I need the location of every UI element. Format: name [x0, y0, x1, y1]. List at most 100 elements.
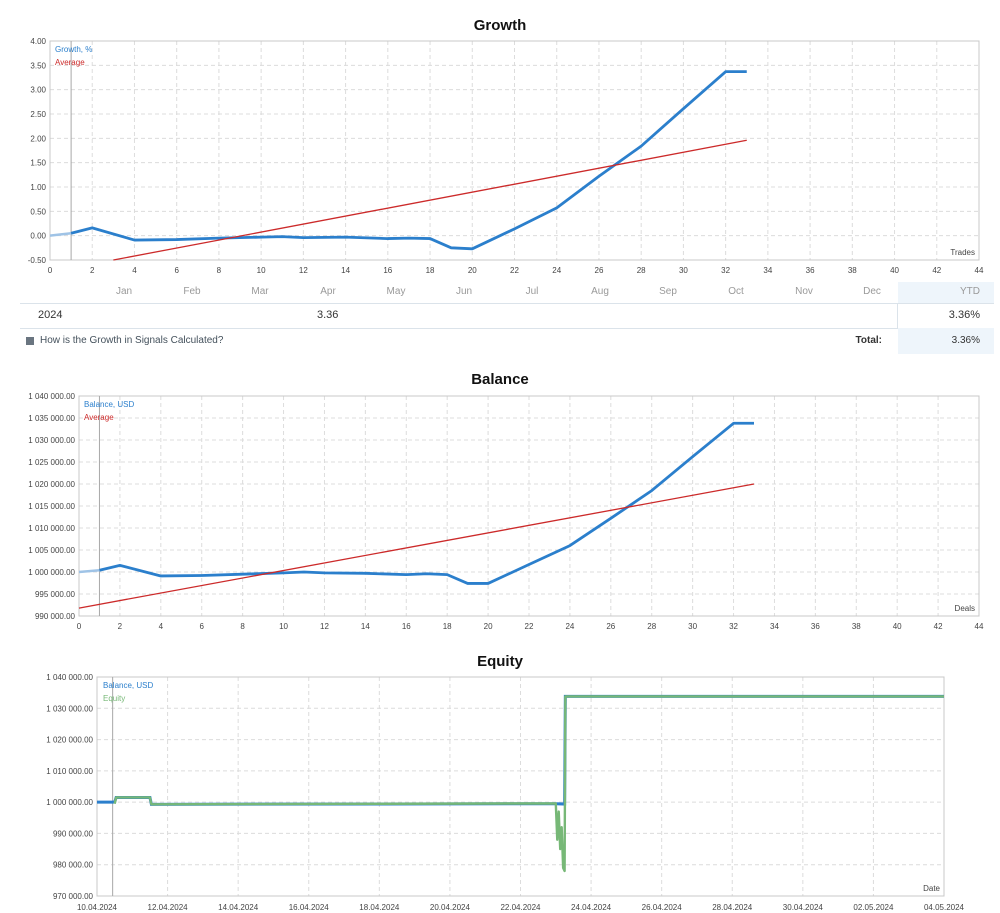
balance-series-start-segment	[78, 568, 100, 574]
month-label-jul: Jul	[525, 286, 539, 297]
equity-x-tick-label: 12.04.2024	[148, 903, 189, 912]
total-value: 3.36%	[951, 335, 980, 346]
growth-x-tick-label: 28	[637, 266, 646, 275]
growth-y-tick-label: 3.00	[30, 86, 46, 95]
year-label: 2024	[38, 309, 63, 321]
growth-y-tick-label: 1.50	[30, 159, 46, 168]
growth-x-tick-label: 32	[721, 266, 730, 275]
month-label-apr: Apr	[320, 286, 336, 297]
balance-x-tick-label: 8	[240, 622, 245, 631]
balance-y-tick-label: 995 000.00	[35, 590, 76, 599]
balance-x-tick-label: 42	[934, 622, 943, 631]
balance-x-tick-label: 18	[443, 622, 452, 631]
ytd-header-cell: YTD	[898, 282, 994, 304]
equity-x-tick-label: 02.05.2024	[853, 903, 894, 912]
equity-x-tick-label: 20.04.2024	[430, 903, 471, 912]
balance-y-tick-label: 1 040 000.00	[28, 392, 75, 401]
total-label: Total:	[855, 335, 882, 346]
april-growth-value: 3.36	[317, 309, 339, 321]
growth-x-tick-label: 16	[383, 266, 392, 275]
balance-series-line	[99, 421, 754, 585]
growth-x-tick-label: 6	[174, 266, 179, 275]
total-value-cell: 3.36%	[898, 328, 994, 354]
equity-plot-frame	[96, 676, 945, 897]
equity-x-tick-label: 16.04.2024	[289, 903, 330, 912]
equity-y-tick-label: 1 020 000.00	[46, 736, 93, 745]
equity-x-tick-label: 26.04.2024	[642, 903, 683, 912]
equity-x-tick-label: 24.04.2024	[571, 903, 612, 912]
balance-legend-series: Balance, USD	[84, 400, 134, 409]
ytd-value: 3.36%	[948, 309, 980, 321]
month-label-jun: Jun	[455, 286, 473, 297]
month-label-aug: Aug	[591, 286, 609, 297]
balance-x-tick-label: 36	[811, 622, 820, 631]
growth-chart: 4.00 3.50 3.00 2.50 2.00 1.50 1.00 0.50 0.00 -0.5…	[28, 37, 984, 275]
growth-x-tick-label: 24	[552, 266, 561, 275]
balance-x-tick-label: 22	[525, 622, 534, 631]
balance-x-tick-label: 24	[565, 622, 574, 631]
balance-chart: 1 040 000.00 1 035 000.00 1 030 000.00 1 02…	[28, 392, 984, 631]
growth-calculation-link[interactable]: How is the Growth in Signals Calculated?	[26, 335, 223, 346]
growth-y-tick-label: 2.50	[30, 110, 46, 119]
growth-y-tick-label: 4.00	[30, 37, 46, 46]
equity-x-tick-label: 14.04.2024	[218, 903, 259, 912]
balance-plot-frame	[78, 395, 980, 617]
growth-x-tick-label: 8	[217, 266, 222, 275]
equity-x-tick-label: 22.04.2024	[500, 903, 541, 912]
balance-x-tick-label: 2	[118, 622, 123, 631]
equity-y-tick-label: 1 000 000.00	[46, 798, 93, 807]
equity-chart-title: Equity	[477, 653, 523, 670]
balance-x-tick-label: 10	[279, 622, 288, 631]
growth-year-row: 2024 3.36 3.36%	[20, 303, 994, 329]
balance-y-tick-label: 1 020 000.00	[28, 480, 75, 489]
balance-x-tick-label: 34	[770, 622, 779, 631]
balance-y-tick-label: 1 000 000.00	[28, 568, 75, 577]
balance-y-tick-label: 1 030 000.00	[28, 436, 75, 445]
balance-y-tick-label: 990 000.00	[35, 612, 76, 621]
balance-y-tick-label: 1 015 000.00	[28, 502, 75, 511]
growth-y-tick-label: 0.00	[30, 232, 46, 241]
growth-x-tick-label: 40	[890, 266, 899, 275]
growth-months-row: Jan Feb Mar Apr May Jun Jul Aug Sep Oct …	[20, 282, 994, 304]
equity-y-tick-label: 980 000.00	[53, 861, 94, 870]
equity-x-tick-label: 10.04.2024	[77, 903, 118, 912]
balance-x-tick-label: 26	[606, 622, 615, 631]
equity-x-axis-unit: Date	[923, 884, 940, 893]
balance-x-tick-label: 12	[320, 622, 329, 631]
growth-y-tick-label: 2.00	[30, 134, 46, 143]
month-label-feb: Feb	[183, 286, 201, 297]
growth-x-axis-unit: Trades	[950, 248, 975, 257]
balance-y-tick-label: 1 010 000.00	[28, 524, 75, 533]
growth-x-tick-label: 34	[763, 266, 772, 275]
month-label-may: May	[386, 286, 406, 297]
growth-x-tick-label: 30	[679, 266, 688, 275]
month-label-oct: Oct	[728, 286, 744, 297]
growth-y-tick-label: -0.50	[28, 256, 47, 265]
growth-y-tick-label: 0.50	[30, 207, 46, 216]
balance-y-tick-label: 1 025 000.00	[28, 458, 75, 467]
balance-x-tick-label: 28	[647, 622, 656, 631]
equity-y-tick-label: 970 000.00	[53, 892, 94, 901]
balance-x-tick-label: 16	[402, 622, 411, 631]
growth-x-tick-label: 38	[848, 266, 857, 275]
equity-y-tick-label: 1 040 000.00	[46, 673, 93, 682]
growth-series-line	[70, 70, 747, 251]
balance-chart-title: Balance	[471, 371, 529, 388]
growth-y-tick-label: 3.50	[30, 61, 46, 70]
month-label-jan: Jan	[115, 286, 133, 297]
growth-x-tick-label: 18	[426, 266, 435, 275]
month-label-dec: Dec	[863, 286, 881, 297]
growth-legend-series: Growth, %	[55, 45, 92, 54]
growth-x-tick-label: 42	[932, 266, 941, 275]
growth-x-tick-label: 36	[806, 266, 815, 275]
growth-calculation-link-text: How is the Growth in Signals Calculated?	[40, 335, 224, 346]
growth-x-tick-label: 14	[341, 266, 350, 275]
book-icon	[26, 336, 34, 345]
growth-plot-frame	[49, 40, 980, 261]
balance-x-tick-label: 4	[159, 622, 164, 631]
growth-legend-secondary: Average	[55, 58, 85, 67]
balance-x-tick-label: 44	[975, 622, 984, 631]
equity-y-tick-label: 1 030 000.00	[46, 704, 93, 713]
month-label-mar: Mar	[251, 286, 269, 297]
